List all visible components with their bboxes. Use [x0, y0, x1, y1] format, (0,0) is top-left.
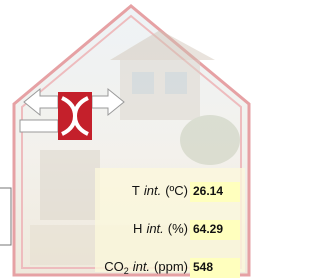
qualifier: int.	[144, 183, 161, 198]
qualifier: int.	[146, 221, 163, 236]
unit: (ppm)	[154, 259, 188, 274]
symbol: T	[132, 183, 140, 198]
unit: (%)	[168, 221, 188, 236]
unit: (ºC)	[165, 183, 188, 198]
symbol: H	[133, 221, 142, 236]
arrow-stub	[20, 120, 58, 132]
symbol: CO	[104, 259, 124, 274]
reading-value: 26.14	[193, 184, 223, 198]
subscript: 2	[124, 266, 129, 276]
reading-value: 64.29	[193, 222, 223, 236]
qualifier: int.	[133, 259, 150, 274]
reading-label: CO2 int. (ppm)	[104, 259, 188, 276]
reading-value: 548	[193, 260, 213, 274]
side-box	[0, 188, 11, 245]
